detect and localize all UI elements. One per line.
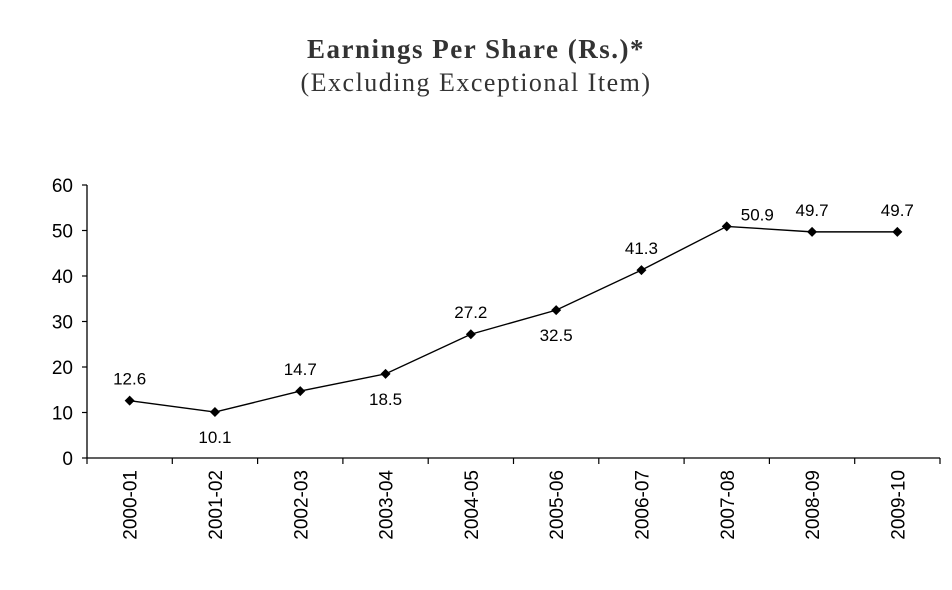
data-label: 18.5 [369,390,402,409]
data-label: 41.3 [625,239,658,258]
data-point-marker [807,226,818,237]
x-tick-label: 2008-09 [803,470,824,540]
y-tick-label: 30 [52,313,73,334]
data-label: 10.1 [198,428,231,447]
x-tick-label: 2005-06 [547,470,568,540]
y-axis-ticks: 0 10 20 30 40 50 60 [52,176,87,470]
y-tick-label: 50 [52,222,73,243]
data-point-marker [380,368,391,379]
data-label: 12.6 [113,370,146,389]
data-label: 49.7 [881,201,914,220]
data-point-marker [636,265,647,276]
data-label: 49.7 [796,201,829,220]
x-axis-ticks: 2000-01 2001-02 2002-03 2003-04 2004-05 2005-… [86,458,941,540]
data-label: 50.9 [741,205,774,224]
data-point-marker [721,221,732,232]
data-point-marker [124,395,135,406]
x-tick-label: 2004-05 [462,470,483,540]
y-tick-label: 0 [62,449,73,470]
y-tick-label: 60 [52,176,73,197]
data-point-marker [465,329,476,340]
data-point-marker [295,386,306,397]
x-tick-label: 2002-03 [291,470,312,540]
x-tick-label: 2000-01 [121,470,142,540]
data-point-marker [892,226,903,237]
x-tick-label: 2009-10 [888,470,909,540]
y-tick-label: 40 [52,267,73,288]
chart-title-block: Earnings Per Share (Rs.)* (Excluding Exc… [0,32,952,100]
x-tick-label: 2003-04 [377,470,398,540]
data-point-marker [209,407,220,418]
x-tick-label: 2007-08 [718,470,739,540]
data-labels-group: 12.6 10.1 14.7 18.5 27.2 32.5 41.3 50.9 49.7 49.7 [113,201,914,447]
chart-subtitle: (Excluding Exceptional Item) [300,68,652,97]
data-label: 14.7 [284,360,317,379]
y-tick-label: 10 [52,404,73,425]
data-label: 27.2 [454,303,487,322]
series-line [129,225,898,413]
x-tick-label: 2001-02 [206,470,227,540]
chart-title: Earnings Per Share (Rs.)* [306,34,645,64]
y-tick-label: 20 [52,358,73,379]
data-label: 32.5 [540,326,573,345]
series-group [124,221,903,418]
data-point-marker [551,305,562,316]
x-tick-label: 2006-07 [632,470,653,540]
